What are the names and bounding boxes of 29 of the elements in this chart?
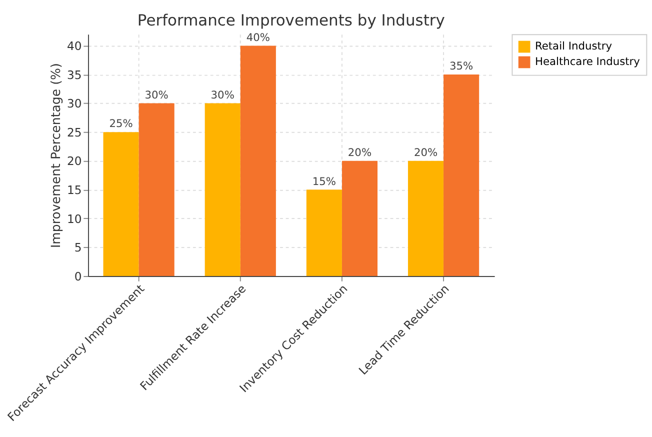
- y-tick-label: 25: [66, 125, 82, 140]
- data-label: 30%: [144, 88, 168, 102]
- legend-label: Retail Industry: [534, 40, 612, 53]
- y-tick-label: 10: [66, 212, 82, 226]
- bar: [408, 160, 444, 276]
- y-tick-label: 30: [66, 96, 82, 111]
- data-label: 40%: [246, 30, 270, 44]
- y-tick-label: 35: [66, 68, 82, 82]
- y-tick-label: 40: [66, 39, 82, 54]
- data-label: 15%: [312, 174, 336, 188]
- data-label: 30%: [210, 88, 234, 102]
- y-tick-label: 20: [66, 154, 82, 168]
- data-label: 25%: [109, 117, 133, 130]
- legend-label: Healthcare Industry: [534, 55, 640, 68]
- y-tick-label: 15: [66, 183, 82, 198]
- bar: [342, 160, 378, 276]
- bar: [444, 74, 480, 276]
- bar: [138, 103, 174, 276]
- chart-title: Performance Improvements by Industry: [137, 11, 445, 30]
- bar: [306, 190, 342, 276]
- bar: [240, 46, 276, 276]
- data-label: 20%: [414, 146, 438, 160]
- y-tick-label: 5: [74, 240, 82, 255]
- data-label: 20%: [348, 146, 372, 160]
- data-label: 35%: [449, 60, 474, 73]
- bar: [103, 132, 139, 276]
- y-axis-title: Improvement Percentage (%): [48, 63, 64, 248]
- y-tick-label: 0: [74, 269, 82, 284]
- bar: [204, 103, 240, 276]
